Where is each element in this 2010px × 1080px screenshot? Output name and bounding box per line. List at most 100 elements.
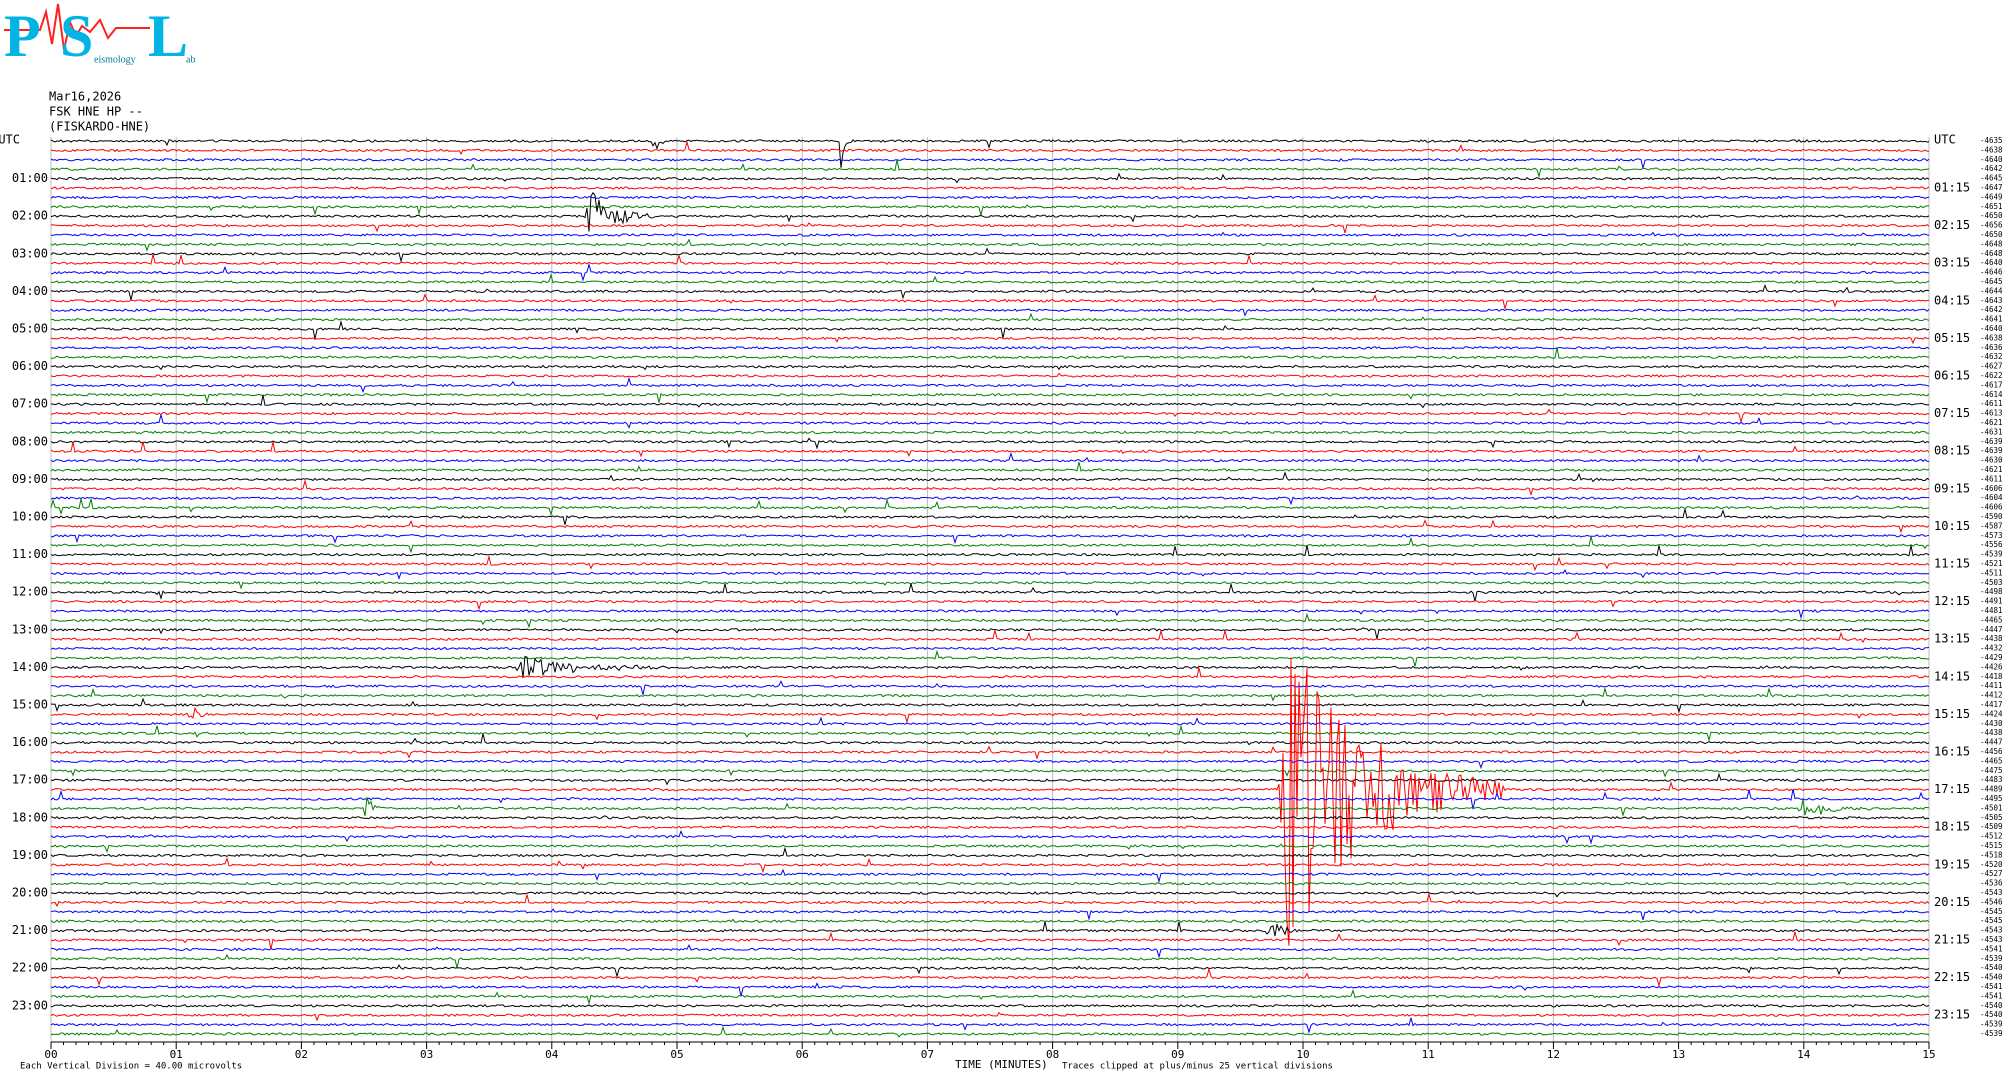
clip-note: Traces clipped at plus/minus 25 vertical…	[1062, 1062, 1333, 1072]
trace	[50, 953, 1930, 968]
trace	[50, 667, 1930, 679]
trace	[50, 554, 1930, 572]
trace	[51, 395, 1930, 409]
trace	[50, 293, 1930, 309]
right-time-label: 18:15	[1934, 820, 1970, 834]
trace-offset: -4636	[1980, 343, 2003, 352]
trace-offset: -4650	[1980, 211, 2003, 220]
right-time-label: UTC	[1934, 133, 1956, 147]
trace	[50, 988, 1930, 1006]
left-time-label: 04:00	[12, 284, 48, 298]
trace	[50, 430, 1930, 435]
right-time-label: 08:15	[1934, 444, 1970, 458]
trace	[50, 336, 1930, 345]
trace-offset: -4617	[1980, 380, 2003, 389]
trace	[50, 612, 1930, 629]
trace	[50, 253, 1930, 266]
trace	[50, 1025, 1930, 1038]
trace	[50, 724, 1930, 742]
trace	[50, 891, 1930, 898]
x-tick-label: 03	[420, 1048, 433, 1061]
trace	[50, 372, 1930, 378]
trace-offset: -4429	[1980, 653, 2003, 662]
left-time-label: 23:00	[12, 998, 48, 1012]
right-time-label: 07:15	[1934, 406, 1970, 420]
trace	[50, 534, 1930, 545]
trace-offset: -4426	[1980, 662, 2003, 671]
trace-offset: -4541	[1980, 991, 2003, 1000]
trace-offset: -4631	[1980, 427, 2003, 436]
logo-letter: L	[148, 3, 188, 69]
trace	[50, 191, 1930, 232]
trace-offset: -4587	[1980, 521, 2003, 530]
x-tick-label: 15	[1922, 1048, 1935, 1061]
trace	[50, 238, 1930, 252]
trace-offset: -4640	[1980, 258, 2003, 267]
trace-offset: -4539	[1980, 1029, 2003, 1038]
trace-offset: -4540	[1980, 1010, 2003, 1019]
trace	[50, 392, 1930, 404]
trace	[50, 843, 1930, 854]
trace	[50, 881, 1930, 886]
trace-offset: -4645	[1980, 277, 2003, 286]
logo-text: ab	[186, 54, 195, 65]
trace-offset: -4456	[1980, 747, 2003, 756]
trace	[50, 157, 1930, 169]
x-title: TIME (MINUTES)	[955, 1058, 1048, 1071]
trace	[51, 262, 1930, 282]
x-tick-label: 09	[1171, 1048, 1184, 1061]
trace-offset: -4540	[1980, 1001, 2003, 1010]
trace	[50, 921, 1930, 937]
trace-offset: -4412	[1980, 691, 2003, 700]
right-time-label: 21:15	[1934, 933, 1970, 947]
trace	[50, 536, 1930, 554]
trace	[50, 680, 1930, 695]
trace-offset: -4543	[1980, 926, 2003, 935]
trace	[50, 657, 1930, 946]
trace-offset: -4543	[1980, 935, 2003, 944]
trace-offset: -4521	[1980, 559, 2003, 568]
trace-offset: -4606	[1980, 484, 2003, 493]
trace-offset: -4650	[1980, 230, 2003, 239]
trace-offset: -4621	[1980, 465, 2003, 474]
left-time-label: 17:00	[12, 773, 48, 787]
x-tick-label: 07	[921, 1048, 934, 1061]
trace-offset: -4543	[1980, 888, 2003, 897]
trace	[50, 308, 1930, 317]
left-time-label: 21:00	[12, 923, 48, 937]
right-time-label: 17:15	[1934, 782, 1970, 796]
trace-offset: -4622	[1980, 371, 2003, 380]
trace-offset: -4465	[1980, 756, 2003, 765]
trace-offset: -4411	[1980, 681, 2003, 690]
trace	[50, 414, 1930, 429]
trace	[50, 498, 1930, 517]
trace	[50, 759, 1930, 770]
trace-offset: -4642	[1980, 164, 2003, 173]
trace-offset: -4643	[1980, 296, 2003, 305]
left-time-label: 02:00	[12, 209, 48, 223]
trace	[50, 609, 1930, 620]
trace	[50, 508, 1930, 525]
trace	[50, 655, 1930, 679]
trace	[50, 697, 1930, 714]
trace-offset: -4498	[1980, 587, 2003, 596]
trace	[50, 186, 1930, 190]
trace	[50, 222, 1930, 234]
left-time-label: 14:00	[12, 660, 48, 674]
x-tick-label: 08	[1046, 1048, 1059, 1061]
trace	[50, 856, 1930, 874]
trace-offset: -4545	[1980, 907, 2003, 916]
trace-offset: -4511	[1980, 568, 2003, 577]
left-time-label: 22:00	[12, 961, 48, 975]
trace-offset: -4621	[1980, 418, 2003, 427]
right-time-label: 10:15	[1934, 519, 1970, 533]
trace	[50, 964, 1930, 979]
division-note: Each Vertical Division = 40.00 microvolt…	[20, 1062, 242, 1072]
trace-offset: -4630	[1980, 456, 2003, 465]
trace	[50, 139, 1930, 168]
trace	[50, 868, 1930, 884]
left-time-label: 12:00	[12, 585, 48, 599]
trace-offset: -4638	[1980, 145, 2003, 154]
x-tick-label: 14	[1797, 1048, 1811, 1061]
right-time-label: 11:15	[1934, 557, 1970, 571]
